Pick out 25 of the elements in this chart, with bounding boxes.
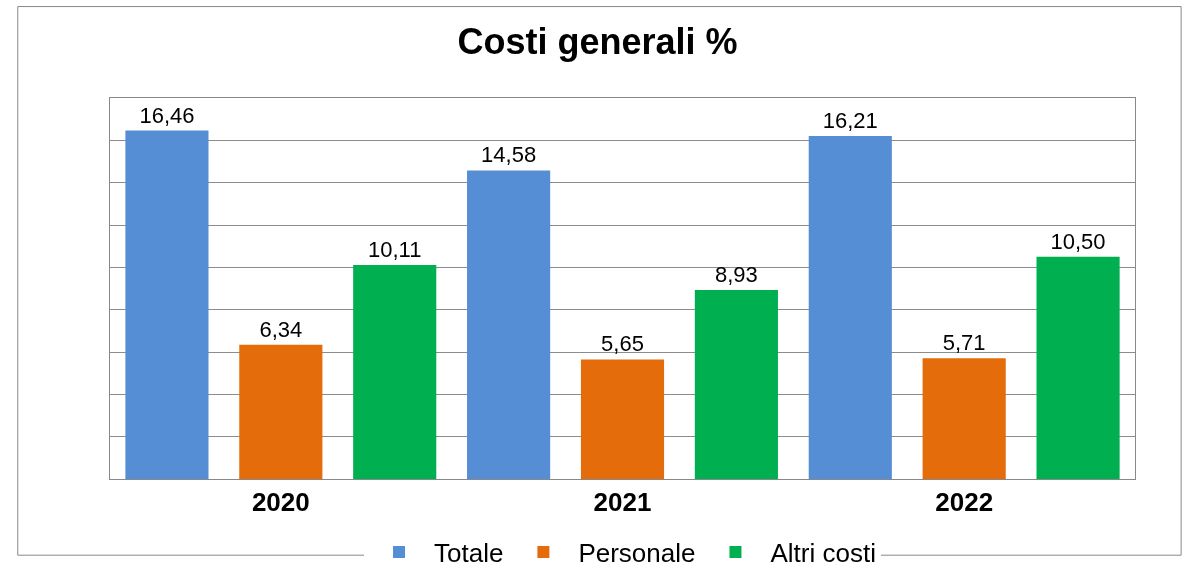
bar	[808, 135, 892, 479]
data-label: 8,93	[714, 261, 758, 287]
data-label: 10,50	[1050, 228, 1106, 254]
x-tick-label: 2021	[593, 487, 652, 518]
data-label: 16,46	[139, 102, 195, 128]
x-tick-label: 2022	[935, 487, 994, 518]
data-label: 10,11	[368, 237, 422, 263]
x-tick-label: 2020	[251, 487, 310, 518]
data-label: 5,71	[942, 330, 986, 356]
bar	[467, 170, 551, 479]
bar	[1036, 256, 1120, 479]
data-label: 5,65	[601, 331, 644, 357]
bar	[125, 130, 209, 479]
bar	[239, 344, 323, 479]
bar	[694, 289, 778, 479]
data-label: 14,58	[481, 142, 537, 168]
bar	[922, 358, 1006, 479]
chart-title: Costi generali %	[457, 20, 738, 62]
legend-label: Personale	[578, 538, 696, 569]
bar	[580, 359, 665, 479]
data-label: 6,34	[259, 316, 303, 342]
legend-label: Totale	[434, 538, 504, 569]
bar	[353, 265, 437, 479]
legend-label: Altri costi	[770, 538, 876, 569]
data-label: 16,21	[822, 107, 878, 133]
